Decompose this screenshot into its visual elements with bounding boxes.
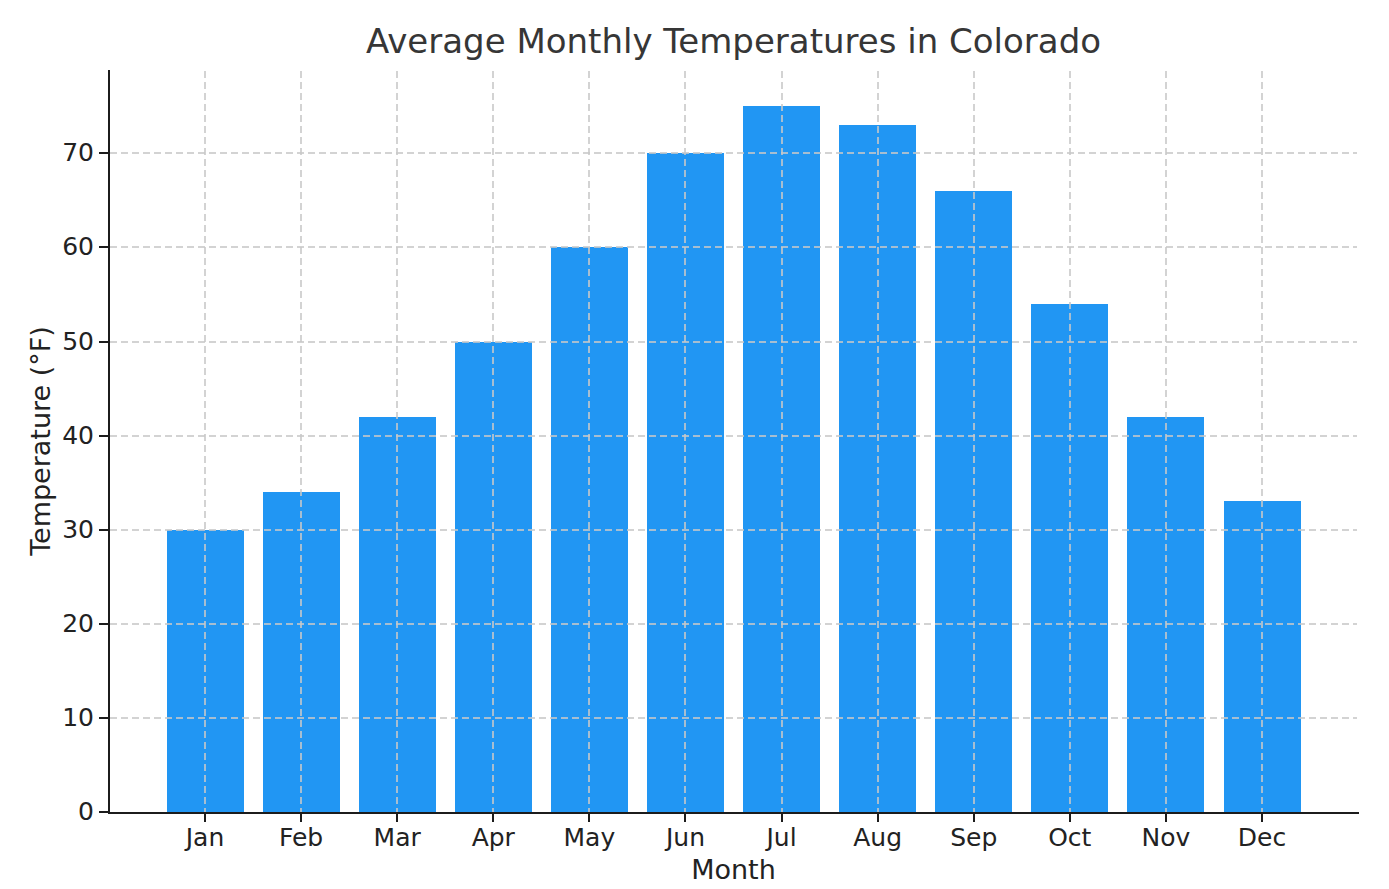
y-axis-spine [108,70,110,814]
h-gridline-10 [110,717,1357,719]
x-tick-apr [492,814,494,822]
x-tick-label-mar: Mar [374,824,421,853]
y-tick-label-60: 60 [0,234,94,260]
h-gridline-40 [110,435,1357,437]
x-tick-mar [396,814,398,822]
bar-chart-figure: Average Monthly Temperatures in Colorado… [0,0,1389,889]
x-tick-jan [204,814,206,822]
x-tick-feb [300,814,302,822]
v-gridline-sep [973,71,975,812]
v-gridline-jun [684,71,686,812]
x-tick-label-sep: Sep [950,824,997,853]
v-gridline-apr [492,71,494,812]
v-gridline-aug [877,71,879,812]
v-gridline-nov [1165,71,1167,812]
h-gridline-30 [110,529,1357,531]
x-tick-oct [1069,814,1071,822]
y-tick-40 [99,435,108,437]
x-tick-label-aug: Aug [853,824,902,853]
y-tick-label-50: 50 [0,329,94,355]
x-tick-jun [684,814,686,822]
x-tick-aug [877,814,879,822]
h-gridline-60 [110,246,1357,248]
y-tick-label-40: 40 [0,423,94,449]
x-tick-label-dec: Dec [1238,824,1286,853]
x-tick-label-jul: Jul [766,824,796,853]
y-tick-0 [99,811,108,813]
x-tick-may [588,814,590,822]
x-tick-sep [973,814,975,822]
v-gridline-mar [396,71,398,812]
x-tick-label-may: May [564,824,616,853]
x-tick-label-apr: Apr [472,824,515,853]
x-tick-label-nov: Nov [1142,824,1191,853]
y-tick-20 [99,623,108,625]
x-tick-dec [1261,814,1263,822]
x-axis-spine [108,812,1359,814]
y-tick-10 [99,717,108,719]
x-tick-label-jan: Jan [186,824,225,853]
chart-title: Average Monthly Temperatures in Colorado [110,22,1357,61]
y-tick-label-20: 20 [0,611,94,637]
x-tick-jul [781,814,783,822]
v-gridline-dec [1261,71,1263,812]
v-gridline-may [588,71,590,812]
y-tick-label-0: 0 [0,799,94,825]
v-gridline-feb [300,71,302,812]
plot-area: 010203040506070JanFebMarAprMayJunJulAugS… [110,71,1357,812]
h-gridline-20 [110,623,1357,625]
x-tick-nov [1165,814,1167,822]
y-tick-label-30: 30 [0,517,94,543]
y-tick-50 [99,341,108,343]
y-tick-70 [99,152,108,154]
y-tick-label-10: 10 [0,705,94,731]
v-gridline-oct [1069,71,1071,812]
v-gridline-jul [781,71,783,812]
v-gridline-jan [204,71,206,812]
h-gridline-70 [110,152,1357,154]
h-gridline-50 [110,341,1357,343]
y-tick-30 [99,529,108,531]
y-tick-60 [99,246,108,248]
x-tick-label-oct: Oct [1048,824,1091,853]
x-tick-label-jun: Jun [666,824,705,853]
y-tick-label-70: 70 [0,140,94,166]
x-axis-label: Month [110,854,1357,885]
x-tick-label-feb: Feb [279,824,323,853]
